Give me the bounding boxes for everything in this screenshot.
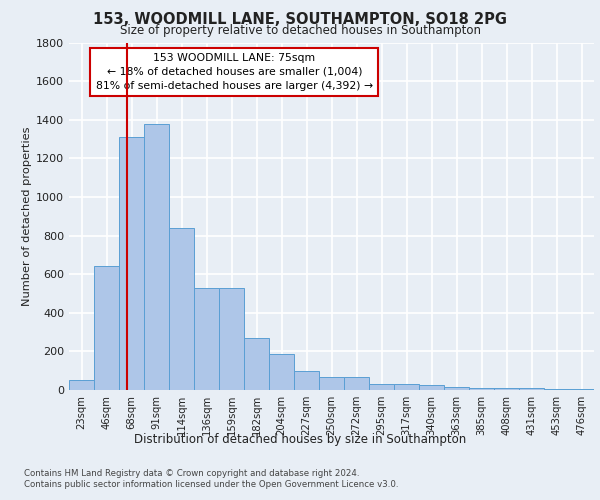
Bar [244, 338, 269, 390]
Bar [494, 388, 519, 390]
Bar [469, 388, 494, 390]
Bar [544, 389, 569, 390]
Bar [419, 385, 444, 390]
Bar [569, 389, 594, 390]
Bar [319, 378, 344, 390]
Text: 153, WOODMILL LANE, SOUTHAMPTON, SO18 2PG: 153, WOODMILL LANE, SOUTHAMPTON, SO18 2P… [93, 12, 507, 26]
Text: Size of property relative to detached houses in Southampton: Size of property relative to detached ho… [119, 24, 481, 37]
Text: Distribution of detached houses by size in Southampton: Distribution of detached houses by size … [134, 432, 466, 446]
Bar [69, 380, 94, 390]
Bar [119, 137, 144, 390]
Y-axis label: Number of detached properties: Number of detached properties [22, 126, 32, 306]
Bar [219, 288, 244, 390]
Bar [519, 388, 544, 390]
Bar [344, 378, 369, 390]
Text: Contains HM Land Registry data © Crown copyright and database right 2024.: Contains HM Land Registry data © Crown c… [24, 469, 359, 478]
Bar [169, 228, 194, 390]
Bar [444, 387, 469, 390]
Bar [269, 354, 294, 390]
Text: 153 WOODMILL LANE: 75sqm
← 18% of detached houses are smaller (1,004)
81% of sem: 153 WOODMILL LANE: 75sqm ← 18% of detach… [96, 53, 373, 91]
Bar [194, 288, 219, 390]
Text: Contains public sector information licensed under the Open Government Licence v3: Contains public sector information licen… [24, 480, 398, 489]
Bar [144, 124, 169, 390]
Bar [94, 266, 119, 390]
Bar [294, 370, 319, 390]
Bar [369, 384, 394, 390]
Bar [394, 384, 419, 390]
